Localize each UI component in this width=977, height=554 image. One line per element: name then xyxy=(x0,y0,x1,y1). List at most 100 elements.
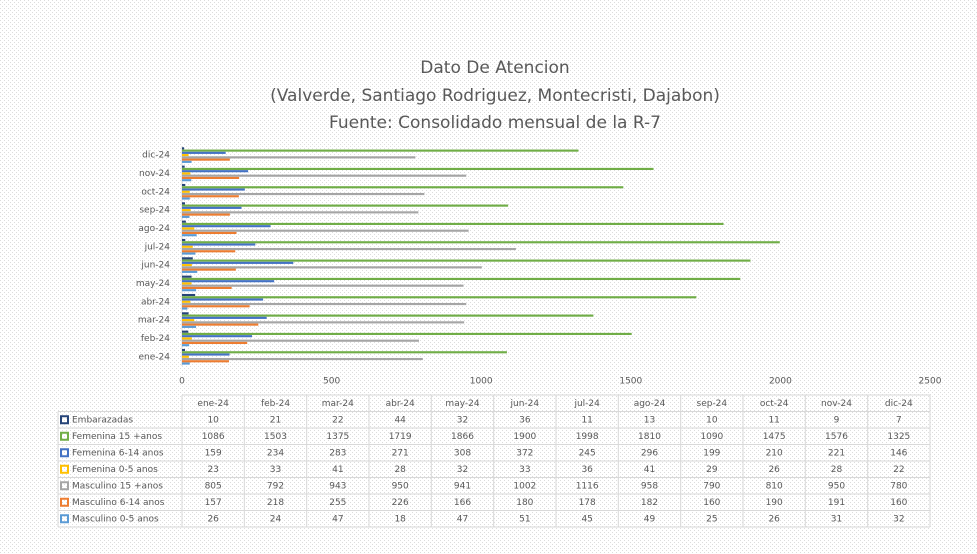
table-header: may-24 xyxy=(445,399,479,409)
table-cell: 49 xyxy=(644,514,656,524)
table-cell: 32 xyxy=(457,415,468,425)
bar xyxy=(182,351,507,354)
table-cell: 32 xyxy=(893,514,904,524)
table-header: jul-24 xyxy=(573,399,600,409)
bar xyxy=(182,241,780,244)
bar xyxy=(182,192,425,196)
bar xyxy=(182,353,230,356)
table-cell: 1576 xyxy=(825,432,848,442)
bar xyxy=(182,225,271,228)
table-cell: 36 xyxy=(519,415,531,425)
bar xyxy=(182,266,482,269)
table-cell: 308 xyxy=(454,448,471,458)
y-tick-label: sep-24 xyxy=(139,206,170,216)
table-cell: 41 xyxy=(644,465,655,475)
table-cell: 21 xyxy=(270,415,281,425)
bar xyxy=(182,319,195,322)
table-cell: 805 xyxy=(205,481,222,491)
bar xyxy=(182,261,294,264)
legend-key xyxy=(60,514,69,524)
bar xyxy=(182,156,416,159)
bar xyxy=(182,229,469,232)
x-tick-label: 2500 xyxy=(919,377,942,387)
table-cell: 10 xyxy=(207,415,219,425)
bar xyxy=(182,238,186,242)
table-cell: 182 xyxy=(641,498,658,508)
bar xyxy=(182,302,467,306)
bar xyxy=(182,321,465,324)
bar xyxy=(182,252,196,255)
table-cell: 1375 xyxy=(326,432,349,442)
y-tick-label: may-24 xyxy=(136,279,170,289)
legend-label: Femenina 6-14 anos xyxy=(72,448,164,458)
table-cell: 1810 xyxy=(638,432,661,442)
bar xyxy=(182,270,198,273)
bar xyxy=(182,339,419,342)
y-tick-label: ago-24 xyxy=(138,224,170,234)
table-cell: 1325 xyxy=(887,432,910,442)
bar xyxy=(182,209,191,212)
table-cell: 159 xyxy=(205,448,222,458)
bar xyxy=(182,286,232,290)
chart-title: Dato De Atencion xyxy=(420,58,569,78)
bar xyxy=(182,151,226,154)
bar xyxy=(182,280,275,283)
table-cell: 221 xyxy=(828,448,845,458)
x-tick-label: 1500 xyxy=(619,377,642,387)
table-cell: 190 xyxy=(766,498,783,508)
table-cell: 218 xyxy=(267,498,284,508)
table-cell: 13 xyxy=(644,415,655,425)
table-cell: 780 xyxy=(890,481,907,491)
table-cell: 180 xyxy=(516,498,533,508)
bar xyxy=(182,222,724,226)
bar xyxy=(182,211,419,214)
table-cell: 36 xyxy=(581,465,593,475)
table-cell: 191 xyxy=(828,498,845,508)
bar xyxy=(182,277,741,281)
legend-key xyxy=(60,497,69,507)
table-cell: 1900 xyxy=(513,432,536,442)
table-header: sep-24 xyxy=(697,399,728,409)
table-cell: 51 xyxy=(519,514,530,524)
x-tick-label: 1000 xyxy=(470,377,493,387)
bar xyxy=(182,213,230,216)
bar xyxy=(182,344,190,347)
table-cell: 11 xyxy=(768,415,779,425)
bar xyxy=(182,314,594,317)
y-tick-label: ene-24 xyxy=(139,352,171,362)
bar xyxy=(182,158,230,161)
table-header: dic-24 xyxy=(885,399,913,409)
y-tick-label: dic-24 xyxy=(142,151,170,161)
bar xyxy=(182,220,186,223)
bar xyxy=(182,330,189,333)
bar xyxy=(182,298,264,301)
table-cell: 283 xyxy=(329,448,346,458)
legend-label: Masculino 15 +anos xyxy=(72,481,163,491)
y-tick-label: feb-24 xyxy=(141,334,170,344)
table-cell: 44 xyxy=(394,415,406,425)
bar xyxy=(182,357,423,361)
legend-key xyxy=(60,431,69,441)
bar xyxy=(182,190,190,193)
bar xyxy=(182,337,192,340)
table-cell: 24 xyxy=(270,514,282,524)
table-cell: 45 xyxy=(581,514,592,524)
bar xyxy=(182,243,256,246)
table-cell: 47 xyxy=(332,514,343,524)
x-tick-label: 2000 xyxy=(769,377,792,387)
bar xyxy=(182,284,464,287)
bar xyxy=(182,172,191,175)
bar xyxy=(182,197,190,200)
bar xyxy=(182,257,193,260)
table-cell: 255 xyxy=(329,498,346,508)
table-cell: 7 xyxy=(896,415,902,425)
legend-label: Masculino 6-14 anos xyxy=(72,498,165,508)
bar xyxy=(182,362,190,365)
table-cell: 234 xyxy=(267,448,284,458)
bar xyxy=(182,332,632,336)
table-cell: 25 xyxy=(706,514,717,524)
legend-label: Embarazadas xyxy=(72,415,133,425)
table-cell: 245 xyxy=(579,448,596,458)
bar xyxy=(182,360,229,363)
